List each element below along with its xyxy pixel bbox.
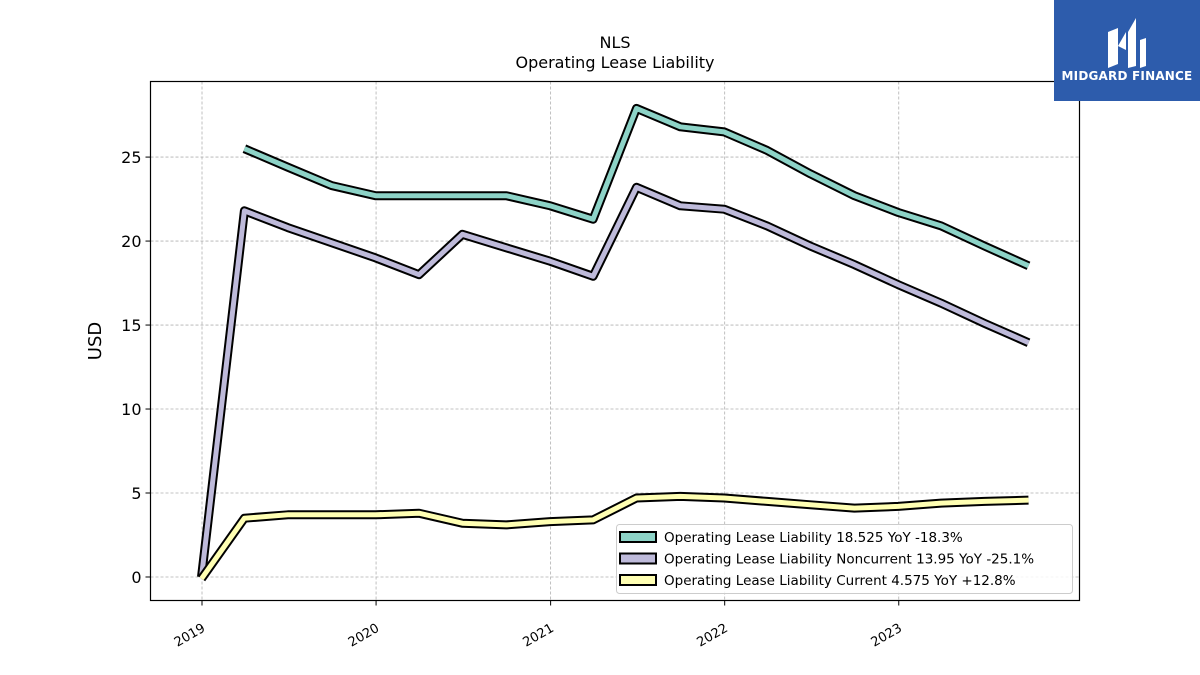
series-line-0 (243, 105, 1030, 269)
series-line-2 (199, 493, 1029, 581)
y-tick-label: 25 (121, 148, 141, 167)
chart-subtitle: Operating Lease Liability (515, 53, 714, 72)
y-tick-label: 10 (121, 400, 141, 419)
y-tick-label: 15 (121, 316, 141, 335)
x-tick-label: 2019 (172, 621, 208, 651)
logo-mark-icon (1108, 18, 1146, 68)
y-axis-label: USD (85, 322, 106, 360)
chart-title: NLS (599, 33, 630, 52)
x-tick-label: 2020 (346, 621, 382, 651)
y-tick-label: 0 (131, 568, 141, 587)
plot-frame (149, 80, 1081, 602)
legend: Operating Lease Liability 18.525 YoY -18… (616, 524, 1073, 594)
legend-box (616, 524, 1073, 594)
legend-swatch (619, 531, 657, 543)
series-layer (197, 103, 1031, 582)
legend-label: Operating Lease Liability Current 4.575 … (664, 573, 1016, 589)
x-tick-label: 2022 (695, 621, 731, 651)
logo-text: MIDGARD FINANCE (1061, 69, 1193, 83)
legend-label: Operating Lease Liability 18.525 YoY -18… (664, 530, 963, 546)
brand-logo: MIDGARD FINANCE (1054, 0, 1200, 101)
y-tick-label: 20 (121, 232, 141, 251)
x-tick-label: 2023 (869, 621, 905, 651)
legend-label: Operating Lease Liability Noncurrent 13.… (664, 552, 1034, 568)
series-line-1 (199, 184, 1030, 578)
x-tick-label: 2021 (520, 621, 556, 651)
legend-swatch (619, 552, 657, 565)
y-tick-label: 5 (131, 484, 141, 503)
legend-swatch (619, 574, 657, 586)
